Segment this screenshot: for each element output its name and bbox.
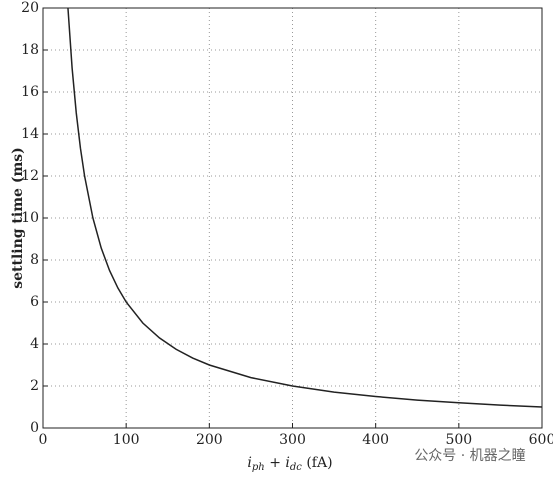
x-tick-label: 300 <box>279 432 306 448</box>
y-tick-label: 0 <box>30 420 39 436</box>
y-tick-label: 18 <box>21 42 39 58</box>
x-tick-label: 500 <box>445 432 472 448</box>
watermark: 公众号 · 机器之瞳 <box>414 447 525 464</box>
x-tick-label: 600 <box>529 432 553 448</box>
x-tick-label: 400 <box>362 432 389 448</box>
y-tick-label: 14 <box>21 126 39 142</box>
y-tick-label: 6 <box>30 294 39 310</box>
y-tick-label: 2 <box>30 378 39 394</box>
plot-frame <box>42 7 543 429</box>
x-axis-label: iph + idc (fA) <box>247 455 332 473</box>
y-axis-label: settling time (ms) <box>10 147 26 289</box>
y-tick-label: 10 <box>21 210 39 226</box>
x-tick-label: 0 <box>39 432 48 448</box>
y-tick-label: 4 <box>30 336 39 352</box>
y-tick-label: 16 <box>21 84 39 100</box>
y-tick-label: 20 <box>21 0 39 16</box>
curve <box>67 7 543 408</box>
x-tick-label: 100 <box>113 432 140 448</box>
y-tick-label: 12 <box>21 168 39 184</box>
x-tick-label: 200 <box>196 432 223 448</box>
y-tick-label: 8 <box>30 252 39 268</box>
